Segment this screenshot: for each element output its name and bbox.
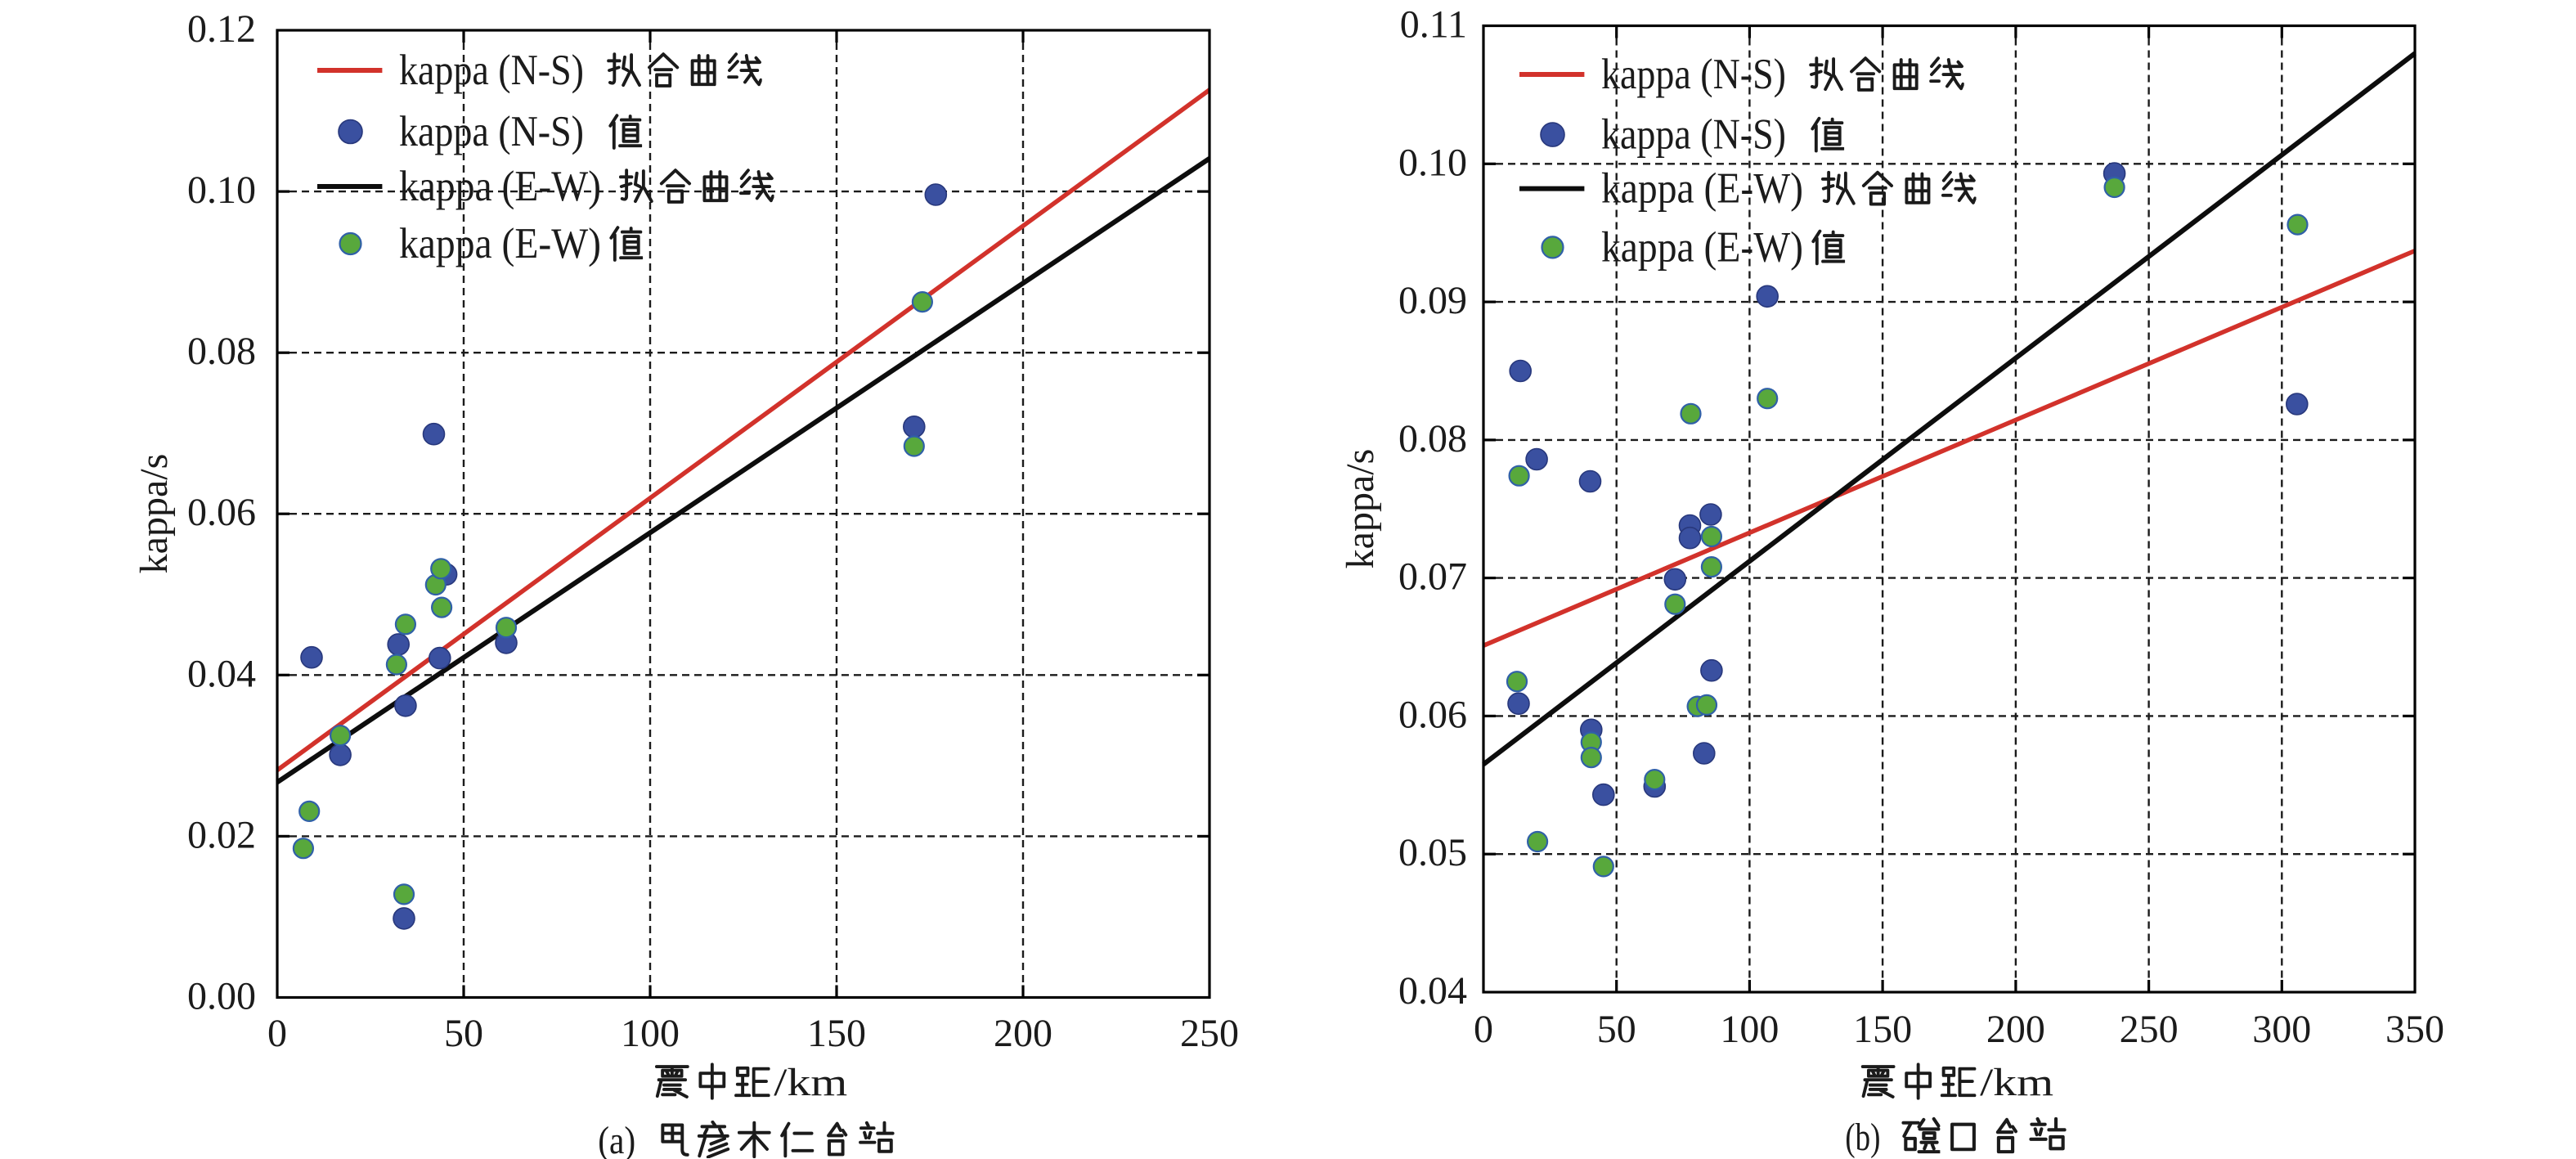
svg-text:0.09: 0.09 — [1398, 279, 1467, 322]
svg-text:0.07: 0.07 — [1398, 555, 1467, 599]
svg-text:0.12: 0.12 — [187, 7, 256, 51]
svg-text:0.04: 0.04 — [1398, 969, 1467, 1013]
svg-text:0.10: 0.10 — [1398, 141, 1467, 184]
svg-text:50: 50 — [444, 1012, 483, 1055]
svg-text:0.02: 0.02 — [187, 813, 256, 856]
svg-text:100: 100 — [1720, 1008, 1779, 1051]
svg-text:kappa (E-W): kappa (E-W) — [1601, 165, 1803, 213]
svg-text:250: 250 — [2120, 1008, 2179, 1051]
svg-text:kappa/s: kappa/s — [132, 454, 176, 574]
svg-text:0.10: 0.10 — [187, 168, 256, 212]
svg-text:kappa/s: kappa/s — [1339, 449, 1382, 569]
svg-text:0: 0 — [267, 1012, 287, 1055]
svg-text:0.11: 0.11 — [1400, 3, 1467, 47]
svg-text:200: 200 — [1986, 1008, 2045, 1051]
svg-text:0.08: 0.08 — [1398, 417, 1467, 460]
svg-text:50: 50 — [1597, 1008, 1636, 1051]
svg-text:150: 150 — [1853, 1008, 1912, 1051]
svg-text:kappa (N-S): kappa (N-S) — [1601, 51, 1786, 98]
svg-text:kappa (E-W): kappa (E-W) — [399, 163, 601, 210]
svg-text:kappa (E-W): kappa (E-W) — [399, 220, 601, 267]
svg-text:/km: /km — [1980, 1061, 2053, 1104]
svg-text:0.05: 0.05 — [1398, 831, 1467, 874]
svg-text:0.08: 0.08 — [187, 330, 256, 373]
svg-text:(b): (b) — [1845, 1116, 1880, 1159]
svg-text:150: 150 — [807, 1012, 866, 1055]
svg-text:0.00: 0.00 — [187, 975, 256, 1018]
svg-text:350: 350 — [2385, 1008, 2444, 1051]
svg-text:100: 100 — [621, 1012, 680, 1055]
svg-text:kappa (N-S): kappa (N-S) — [1601, 111, 1786, 159]
svg-text:0.04: 0.04 — [187, 652, 256, 695]
svg-text:kappa (N-S): kappa (N-S) — [399, 47, 584, 94]
svg-text:300: 300 — [2252, 1008, 2311, 1051]
svg-text:(a): (a) — [598, 1119, 635, 1159]
svg-text:/km: /km — [774, 1061, 847, 1104]
svg-text:0.06: 0.06 — [1398, 693, 1467, 736]
svg-text:250: 250 — [1180, 1012, 1239, 1055]
svg-text:0.06: 0.06 — [187, 491, 256, 534]
svg-text:0: 0 — [1474, 1008, 1493, 1051]
svg-text:kappa (E-W): kappa (E-W) — [1601, 223, 1803, 271]
svg-text:200: 200 — [994, 1012, 1052, 1055]
svg-text:kappa (N-S): kappa (N-S) — [399, 108, 584, 155]
